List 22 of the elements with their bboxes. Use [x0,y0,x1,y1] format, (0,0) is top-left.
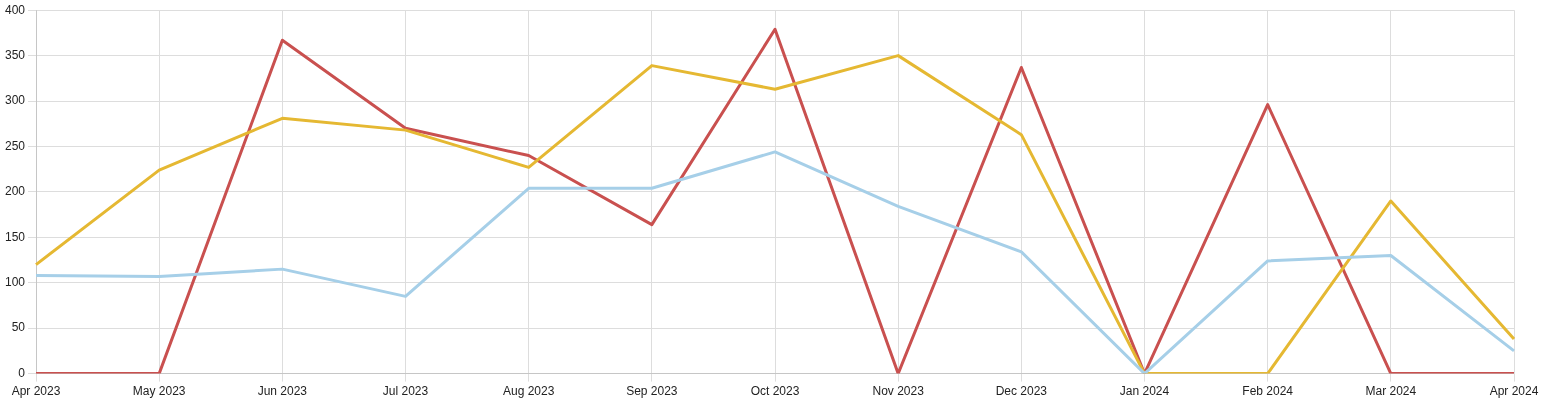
x-tick-label: Jul 2023 [382,384,429,399]
x-tick-label: Mar 2024 [1365,384,1417,399]
x-tick-label: Aug 2023 [502,384,555,399]
y-tick-label: 200 [4,184,26,199]
x-tick-label: Oct 2023 [750,384,800,399]
x-tick-label: Nov 2023 [872,384,925,399]
x-tick-label: Dec 2023 [995,384,1048,399]
x-tick-label: Apr 2024 [1489,384,1539,399]
y-tick-label: 150 [4,229,26,244]
y-tick-label: 50 [11,320,26,335]
x-tick-label: Apr 2023 [11,384,61,399]
x-tick-label: Feb 2024 [1242,384,1294,399]
y-tick-label: 250 [4,138,26,153]
x-tick-label: Jun 2023 [257,384,308,399]
y-tick-label: 100 [4,275,26,290]
x-tick-label: May 2023 [132,384,186,399]
x-tick-label: Sep 2023 [626,384,678,399]
y-tick-label: 0 [18,365,26,380]
y-tick-label: 300 [4,93,26,108]
y-tick-label: 400 [4,2,26,17]
y-tick-label: 350 [4,47,26,62]
x-tick-label: Jan 2024 [1119,384,1170,399]
